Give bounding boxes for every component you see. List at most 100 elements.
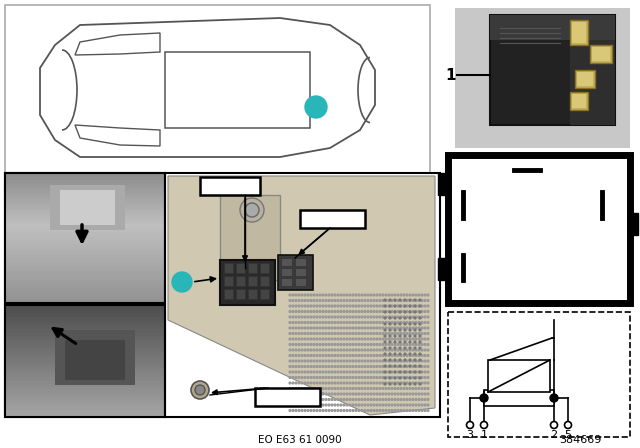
- Circle shape: [334, 404, 336, 406]
- Circle shape: [406, 388, 408, 389]
- Circle shape: [379, 338, 381, 340]
- Text: 3: 3: [467, 430, 474, 440]
- Circle shape: [403, 382, 405, 384]
- Circle shape: [424, 366, 426, 367]
- Circle shape: [292, 360, 294, 362]
- Circle shape: [295, 382, 297, 384]
- Circle shape: [325, 305, 327, 307]
- Circle shape: [403, 349, 405, 351]
- Circle shape: [337, 399, 339, 401]
- Circle shape: [397, 310, 399, 312]
- Circle shape: [394, 399, 396, 401]
- Circle shape: [373, 310, 375, 312]
- Circle shape: [307, 360, 309, 362]
- Circle shape: [295, 310, 297, 312]
- Circle shape: [409, 371, 411, 373]
- Circle shape: [313, 344, 315, 345]
- Circle shape: [304, 300, 306, 302]
- Circle shape: [404, 323, 406, 325]
- Circle shape: [319, 355, 321, 357]
- Circle shape: [376, 344, 378, 345]
- Bar: [281, 278, 292, 286]
- Circle shape: [331, 322, 333, 323]
- Circle shape: [385, 305, 387, 307]
- Bar: [260, 276, 269, 286]
- Circle shape: [331, 382, 333, 384]
- Circle shape: [391, 300, 393, 302]
- Circle shape: [328, 360, 330, 362]
- Circle shape: [373, 349, 375, 351]
- Circle shape: [304, 316, 306, 318]
- Circle shape: [370, 409, 372, 411]
- Circle shape: [412, 310, 414, 312]
- Circle shape: [325, 409, 327, 411]
- Circle shape: [412, 404, 414, 406]
- Circle shape: [403, 294, 405, 296]
- Circle shape: [376, 327, 378, 329]
- Circle shape: [240, 198, 264, 222]
- Circle shape: [310, 366, 312, 367]
- Circle shape: [427, 393, 429, 395]
- Circle shape: [289, 377, 291, 379]
- Circle shape: [358, 316, 360, 318]
- Circle shape: [403, 399, 405, 401]
- Circle shape: [376, 349, 378, 351]
- Circle shape: [337, 393, 339, 395]
- Circle shape: [409, 388, 411, 389]
- Circle shape: [310, 393, 312, 395]
- Circle shape: [370, 371, 372, 373]
- Circle shape: [346, 322, 348, 323]
- Circle shape: [376, 377, 378, 379]
- Circle shape: [382, 310, 384, 312]
- Circle shape: [399, 329, 401, 331]
- Text: 1: 1: [445, 68, 456, 82]
- Circle shape: [406, 393, 408, 395]
- Circle shape: [355, 382, 357, 384]
- Circle shape: [414, 365, 416, 367]
- Circle shape: [385, 388, 387, 389]
- Circle shape: [394, 338, 396, 340]
- Circle shape: [310, 300, 312, 302]
- Circle shape: [418, 332, 420, 334]
- Circle shape: [364, 371, 366, 373]
- Circle shape: [295, 409, 297, 411]
- Circle shape: [376, 294, 378, 296]
- Circle shape: [352, 399, 354, 401]
- Circle shape: [394, 329, 396, 331]
- Circle shape: [337, 305, 339, 307]
- Circle shape: [349, 371, 351, 373]
- Circle shape: [406, 349, 408, 351]
- Circle shape: [409, 360, 411, 362]
- Circle shape: [403, 366, 405, 367]
- Circle shape: [343, 366, 345, 367]
- Circle shape: [404, 347, 406, 349]
- Circle shape: [298, 322, 300, 323]
- Circle shape: [292, 388, 294, 389]
- Circle shape: [399, 383, 401, 385]
- Circle shape: [301, 310, 303, 312]
- Circle shape: [352, 310, 354, 312]
- Bar: [490, 15, 615, 40]
- Circle shape: [307, 382, 309, 384]
- Circle shape: [307, 349, 309, 351]
- Circle shape: [379, 382, 381, 384]
- Circle shape: [418, 294, 420, 296]
- Circle shape: [358, 360, 360, 362]
- Circle shape: [313, 377, 315, 379]
- Circle shape: [364, 294, 366, 296]
- Circle shape: [373, 399, 375, 401]
- Circle shape: [295, 322, 297, 323]
- Circle shape: [414, 377, 416, 379]
- Circle shape: [352, 377, 354, 379]
- Circle shape: [389, 305, 391, 307]
- Circle shape: [399, 347, 401, 349]
- Circle shape: [361, 388, 363, 389]
- Circle shape: [376, 366, 378, 367]
- Circle shape: [382, 366, 384, 367]
- Circle shape: [358, 332, 360, 334]
- Circle shape: [292, 371, 294, 373]
- Circle shape: [310, 404, 312, 406]
- Circle shape: [409, 377, 411, 379]
- Circle shape: [399, 353, 401, 355]
- Circle shape: [403, 316, 405, 318]
